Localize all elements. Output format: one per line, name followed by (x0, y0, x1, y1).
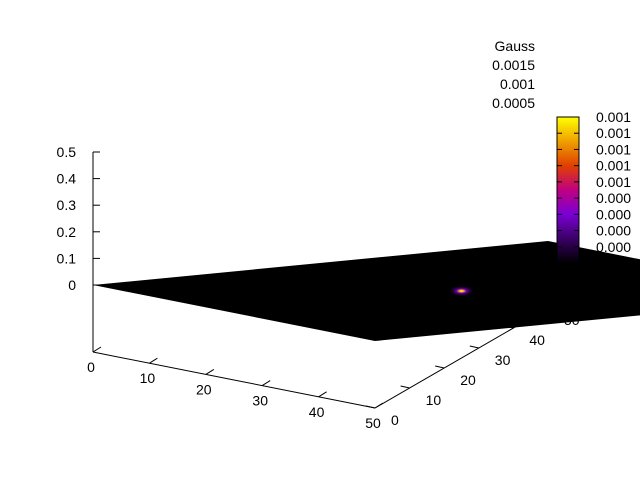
y-tick-label: 50 (564, 312, 580, 328)
y-tick-mark (469, 345, 479, 349)
x-tick-label: 40 (309, 404, 325, 420)
x-tick-mark (92, 346, 102, 353)
z-tick-label: 0.3 (57, 197, 77, 213)
z-tick-label: 0.2 (57, 224, 77, 240)
legend-entry-contour-mid: 0.001 (500, 76, 535, 92)
y-tick-mark (400, 385, 410, 389)
x-tick-label: 30 (252, 393, 268, 409)
y-tick-mark (504, 325, 514, 329)
colorbar-tick-label: 0.001 (596, 141, 631, 157)
legend-entry-title: Gauss (495, 38, 535, 54)
y-tick-label: 10 (426, 392, 442, 408)
x-tick-mark (149, 357, 158, 364)
x-tick-mark (374, 402, 384, 409)
surface-peak (447, 285, 476, 297)
colorbar-tick-label: 0.000 (596, 223, 631, 239)
colorbar-tick-label: 0.000 (596, 239, 631, 255)
z-tick-label: 0.4 (57, 171, 77, 187)
x-tick-label: 50 (365, 415, 381, 431)
y-tick-label: 40 (529, 332, 545, 348)
y-tick-mark (435, 365, 445, 369)
z-tick-label: 0.5 (57, 144, 77, 160)
surface-layer (93, 241, 640, 341)
colorbar-tick-label: 0.000 (596, 206, 631, 222)
x-tick-label: 0 (87, 359, 95, 375)
surface-plane (93, 241, 640, 341)
x-tick-mark (261, 380, 271, 387)
colorbar: 0.0010.0010.0010.0010.0010.0000.0000.000… (556, 109, 631, 271)
z-tick-label: 0 (68, 277, 76, 293)
colorbar-tick-label: 0.001 (596, 174, 631, 190)
y-tick-label: 20 (460, 372, 476, 388)
legend: Gauss 0.0015 0.001 0.0005 (492, 38, 535, 111)
z-tick-label: 0.1 (57, 250, 77, 266)
x-tick-label: 10 (140, 370, 156, 386)
x-tick-mark (205, 368, 215, 375)
y-tick-label: 30 (495, 352, 511, 368)
colorbar-gradient (556, 116, 580, 264)
colorbar-tick-label: 0.000 (596, 190, 631, 206)
x-tick-label: 20 (196, 381, 212, 397)
x-axis-ticks: 0 10 20 30 40 50 (87, 346, 384, 431)
y-tick-label: 0 (391, 412, 399, 428)
y-tick-mark (365, 405, 376, 409)
legend-entry-contour-high: 0.0015 (492, 57, 535, 73)
colorbar-tick-label: 0.001 (596, 109, 631, 125)
y-axis-ticks: 0 10 20 30 40 50 (365, 305, 580, 428)
z-axis-ticks: 0 0.1 0.2 0.3 0.4 0.5 (57, 144, 100, 293)
legend-entry-contour-low: 0.0005 (492, 95, 535, 111)
colorbar-tick-label: 0 (596, 255, 604, 271)
x-tick-mark (318, 391, 327, 398)
colorbar-tick-label: 0.001 (596, 158, 631, 174)
x-axis-line (92, 351, 376, 409)
colorbar-tick-label: 0.001 (596, 125, 631, 141)
y-tick-mark (538, 305, 549, 309)
